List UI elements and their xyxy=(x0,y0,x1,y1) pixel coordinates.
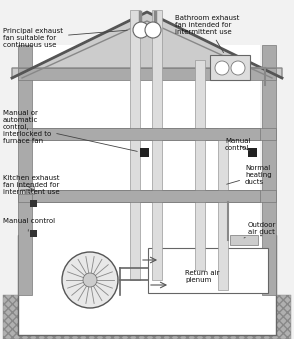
Bar xyxy=(248,148,257,157)
Bar xyxy=(32,128,260,140)
Circle shape xyxy=(62,252,118,308)
Text: Principal exhaust
fan suitable for
continuous use: Principal exhaust fan suitable for conti… xyxy=(3,28,127,48)
Bar xyxy=(130,10,140,280)
Text: Manual or
automatic
control,
interlocked to
furnace fan: Manual or automatic control, interlocked… xyxy=(3,110,137,152)
Polygon shape xyxy=(12,12,282,78)
Bar xyxy=(32,45,260,295)
Bar xyxy=(32,190,260,202)
Text: Manual
control: Manual control xyxy=(225,138,250,151)
Bar xyxy=(230,235,258,245)
Bar xyxy=(218,128,228,290)
Bar xyxy=(18,45,32,295)
Bar xyxy=(30,230,37,237)
Text: Manual control: Manual control xyxy=(3,218,55,231)
Text: Return air
plenum: Return air plenum xyxy=(185,270,220,283)
Bar xyxy=(18,235,276,335)
Circle shape xyxy=(231,61,245,75)
Bar xyxy=(152,10,162,280)
Bar xyxy=(18,190,276,202)
Text: Kitchen exhaust
fan intended for
intermittent use: Kitchen exhaust fan intended for intermi… xyxy=(3,175,60,195)
Bar xyxy=(30,200,37,207)
Circle shape xyxy=(215,61,229,75)
Bar xyxy=(195,60,205,270)
Bar xyxy=(148,248,268,293)
Circle shape xyxy=(133,22,149,38)
Bar xyxy=(3,295,291,339)
Circle shape xyxy=(145,22,161,38)
Bar xyxy=(140,148,149,157)
Text: Bathroom exhaust
fan intended for
intermittent use: Bathroom exhaust fan intended for interm… xyxy=(175,15,239,53)
Bar xyxy=(32,73,260,80)
Text: Normal
heating
ducts: Normal heating ducts xyxy=(227,165,272,185)
Bar xyxy=(262,45,276,295)
Bar xyxy=(18,128,276,140)
Bar xyxy=(210,55,250,80)
Bar xyxy=(18,186,34,194)
Circle shape xyxy=(83,273,97,287)
Bar xyxy=(18,68,276,80)
Text: Outdoor
air duct: Outdoor air duct xyxy=(244,222,276,238)
